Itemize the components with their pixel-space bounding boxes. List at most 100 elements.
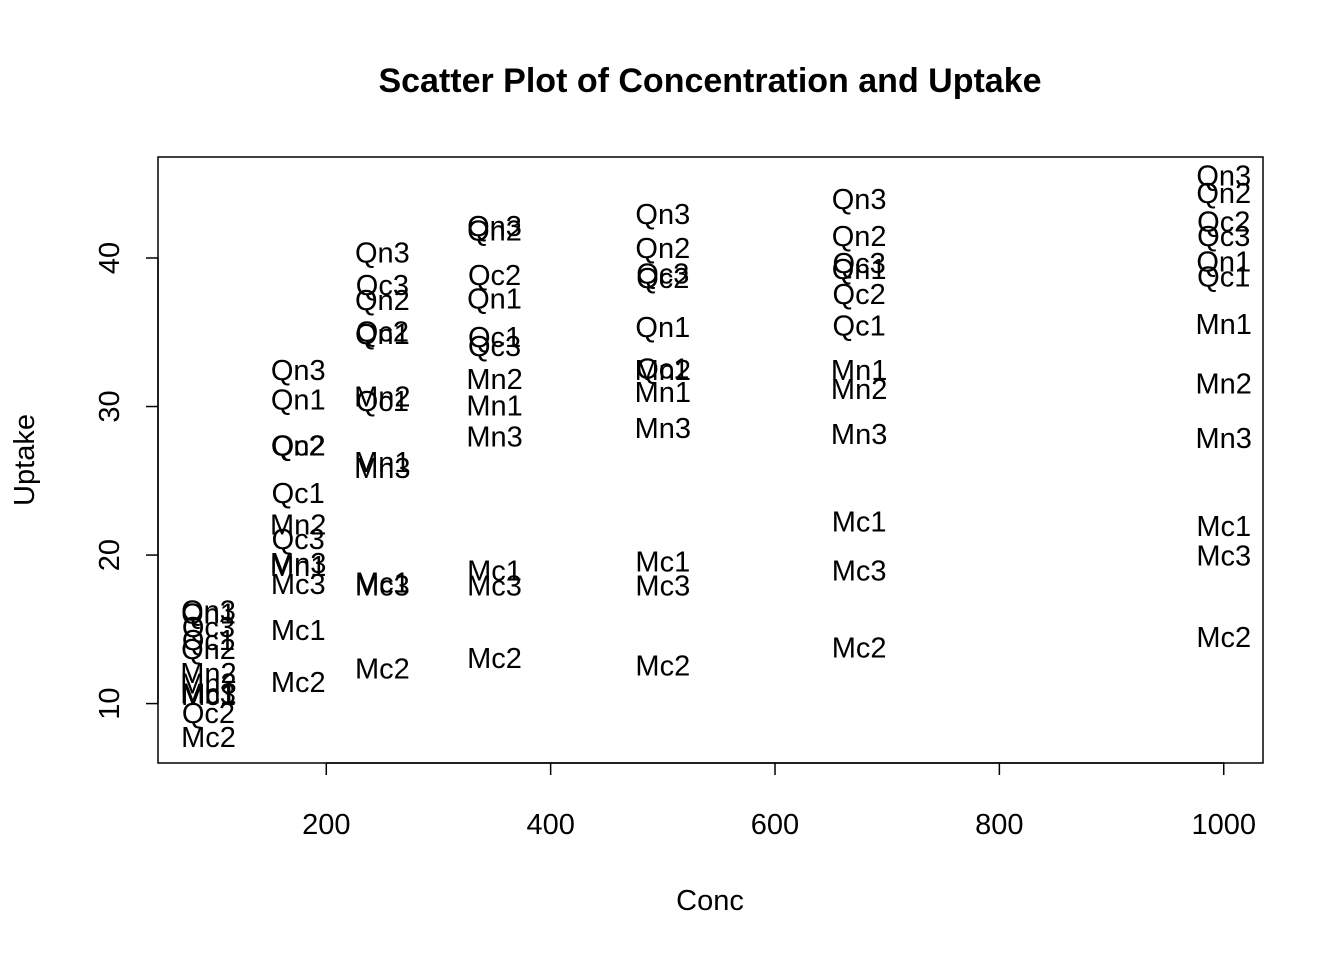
data-point-qn3: Qn3 bbox=[1196, 160, 1251, 192]
x-tick-label: 400 bbox=[526, 809, 574, 841]
data-point-mn3: Mn3 bbox=[635, 413, 691, 445]
data-point-mn1: Mn1 bbox=[270, 551, 326, 583]
y-tick-label: 40 bbox=[94, 242, 126, 274]
data-point-qn2: Qn2 bbox=[467, 215, 522, 247]
data-point-mc3: Mc3 bbox=[271, 569, 326, 601]
data-point-mc3: Mc3 bbox=[181, 679, 236, 711]
data-point-mc3: Mc3 bbox=[832, 555, 887, 587]
x-tick-label: 600 bbox=[751, 809, 799, 841]
data-point-mc1: Mc1 bbox=[832, 506, 887, 538]
x-axis-label: Conc bbox=[676, 885, 744, 917]
data-point-qn1: Qn1 bbox=[181, 598, 236, 630]
data-point-mn1: Mn1 bbox=[466, 391, 522, 423]
data-point-qn2: Qn2 bbox=[1196, 178, 1251, 210]
data-point-mc2: Mc2 bbox=[467, 643, 522, 675]
data-point-qc2: Qc2 bbox=[468, 260, 521, 292]
data-point-mn2: Mn2 bbox=[831, 374, 887, 406]
data-point-qn3: Qn3 bbox=[832, 184, 887, 216]
data-point-qn3: Qn3 bbox=[635, 199, 690, 231]
data-point-mn1: Mn1 bbox=[635, 377, 691, 409]
data-point-mn3: Mn3 bbox=[1196, 423, 1252, 455]
data-point-qn2: Qn2 bbox=[635, 233, 690, 265]
data-point-qn1: Qn1 bbox=[467, 284, 522, 316]
data-point-mc3: Mc3 bbox=[1196, 541, 1251, 573]
data-point-qn2: Qn2 bbox=[355, 285, 410, 317]
data-point-qn2: Qn2 bbox=[271, 431, 326, 463]
data-point-mc1: Mc1 bbox=[1196, 511, 1251, 543]
data-point-mn2: Mn2 bbox=[180, 658, 236, 690]
data-point-qc1: Qc1 bbox=[636, 353, 689, 385]
data-point-qn3: Qn3 bbox=[467, 211, 522, 243]
data-point-mn2: Mn2 bbox=[354, 382, 410, 414]
data-point-mc2: Mc2 bbox=[181, 722, 236, 754]
y-tick-label: 20 bbox=[94, 539, 126, 571]
data-point-mc2: Mc2 bbox=[635, 650, 690, 682]
data-point-mc2: Mc2 bbox=[355, 653, 410, 685]
data-point-mn1: Mn1 bbox=[354, 447, 410, 479]
data-point-qn1: Qn1 bbox=[635, 312, 690, 344]
data-point-qc3: Qc3 bbox=[468, 331, 521, 363]
data-point-qc1: Qc1 bbox=[182, 625, 235, 657]
data-point-qn1: Qn1 bbox=[832, 254, 887, 286]
data-point-mn2: Mn2 bbox=[466, 364, 522, 396]
data-point-qc3: Qc3 bbox=[1197, 221, 1250, 253]
data-point-mn3: Mn3 bbox=[180, 668, 236, 700]
data-point-mn3: Mn3 bbox=[466, 422, 522, 454]
data-point-qc3: Qc3 bbox=[833, 248, 886, 280]
y-axis-label: Uptake bbox=[9, 414, 41, 506]
data-point-qn1: Qn1 bbox=[355, 319, 410, 351]
data-point-qc2: Qc2 bbox=[1197, 206, 1250, 238]
data-point-qc3: Qc3 bbox=[356, 270, 409, 302]
data-point-qc2: Qc2 bbox=[272, 431, 325, 463]
y-tick-label: 30 bbox=[94, 390, 126, 422]
data-point-mc2: Mc2 bbox=[271, 667, 326, 699]
data-point-mc2: Mc2 bbox=[832, 633, 887, 665]
data-point-mn1: Mn1 bbox=[831, 355, 887, 387]
x-tick-label: 200 bbox=[302, 809, 350, 841]
data-point-mn3: Mn3 bbox=[354, 453, 410, 485]
y-tick-label: 10 bbox=[94, 687, 126, 719]
data-point-qc1: Qc1 bbox=[833, 310, 886, 342]
data-point-qc3: Qc3 bbox=[636, 258, 689, 290]
data-point-qn3: Qn3 bbox=[271, 355, 326, 387]
data-point-mc1: Mc1 bbox=[467, 555, 522, 587]
data-point-qn3: Qn3 bbox=[181, 596, 236, 628]
data-point-qc1: Qc1 bbox=[272, 478, 325, 510]
data-point-qc3: Qc3 bbox=[182, 612, 235, 644]
data-point-mc3: Mc3 bbox=[467, 570, 522, 602]
data-point-mc1: Mc1 bbox=[181, 680, 236, 712]
data-point-mc1: Mc1 bbox=[355, 567, 410, 599]
x-axis: 200 400 600 800 1000 bbox=[302, 762, 1256, 841]
y-axis: 10 20 30 40 bbox=[94, 242, 159, 720]
data-point-mc3: Mc3 bbox=[635, 570, 690, 602]
chart-title: Scatter Plot of Concentration and Uptake bbox=[378, 62, 1041, 100]
data-point-mn2: Mn2 bbox=[635, 355, 691, 387]
data-point-qn2: Qn2 bbox=[832, 221, 887, 253]
data-point-qc3: Qc3 bbox=[272, 524, 325, 556]
data-point-mn1: Mn1 bbox=[1196, 309, 1252, 341]
data-point-mc1: Mc1 bbox=[271, 615, 326, 647]
data-point-qc2: Qc2 bbox=[833, 279, 886, 311]
x-tick-label: 800 bbox=[975, 809, 1023, 841]
data-point-qn1: Qn1 bbox=[1196, 246, 1251, 278]
data-point-mn2: Mn2 bbox=[270, 509, 326, 541]
data-point-qc1: Qc1 bbox=[468, 322, 521, 354]
data-point-mn1: Mn1 bbox=[180, 679, 236, 711]
data-point-mn2: Mn2 bbox=[1196, 368, 1252, 400]
data-point-mn3: Mn3 bbox=[831, 419, 887, 451]
data-point-qc2: Qc2 bbox=[182, 698, 235, 730]
data-point-mn3: Mn3 bbox=[270, 548, 326, 580]
data-point-qn2: Qn2 bbox=[181, 634, 236, 666]
data-point-mc2: Mc2 bbox=[1196, 622, 1251, 654]
data-point-qn3: Qn3 bbox=[355, 238, 410, 270]
data-point-mc1: Mc1 bbox=[635, 546, 690, 578]
data-point-qc2: Qc2 bbox=[356, 316, 409, 348]
data-point-qc2: Qc2 bbox=[636, 263, 689, 295]
x-tick-label: 1000 bbox=[1191, 809, 1256, 841]
data-point-qc1: Qc1 bbox=[356, 386, 409, 418]
data-point-mc3: Mc3 bbox=[355, 570, 410, 602]
data-point-qc1: Qc1 bbox=[1197, 261, 1250, 293]
data-point-qn1: Qn1 bbox=[271, 385, 326, 417]
